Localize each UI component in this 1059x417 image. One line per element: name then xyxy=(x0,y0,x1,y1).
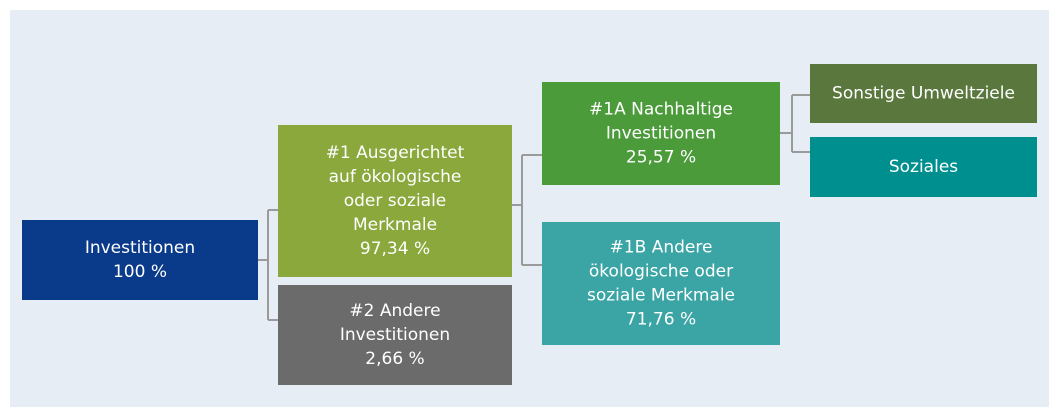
node-box xyxy=(810,137,1037,197)
node-box xyxy=(810,64,1037,123)
node-box xyxy=(278,285,512,385)
node-label: soziale Merkmale xyxy=(587,286,735,306)
node-label: oder soziale xyxy=(344,191,447,211)
connector xyxy=(780,94,810,153)
node-label: Investitionen xyxy=(85,238,195,258)
node-label: Merkmale xyxy=(353,215,437,235)
node-label: Sonstige Umweltziele xyxy=(832,84,1015,104)
node-label: Investitionen xyxy=(340,325,450,345)
node-label: #1 Ausgerichtet xyxy=(326,143,465,163)
node-label: 71,76 % xyxy=(626,310,696,330)
node-label: 100 % xyxy=(113,262,167,282)
node-label: 25,57 % xyxy=(626,148,696,168)
connector xyxy=(512,154,542,266)
connector xyxy=(258,209,278,321)
node-label: auf ökologische xyxy=(329,167,462,187)
node-box xyxy=(22,220,258,300)
node-label: 97,34 % xyxy=(360,239,430,259)
node-label: #2 Andere xyxy=(349,301,440,321)
node-label: #1B Andere xyxy=(610,238,713,258)
node-box xyxy=(542,222,780,345)
node-box xyxy=(278,125,512,277)
node-label: Soziales xyxy=(889,157,958,177)
node-label: Investitionen xyxy=(606,124,716,144)
node-label: ökologische oder xyxy=(589,262,733,282)
node-box xyxy=(542,82,780,185)
node-label: 2,66 % xyxy=(365,349,424,369)
node-label: #1A Nachhaltige xyxy=(589,100,733,120)
